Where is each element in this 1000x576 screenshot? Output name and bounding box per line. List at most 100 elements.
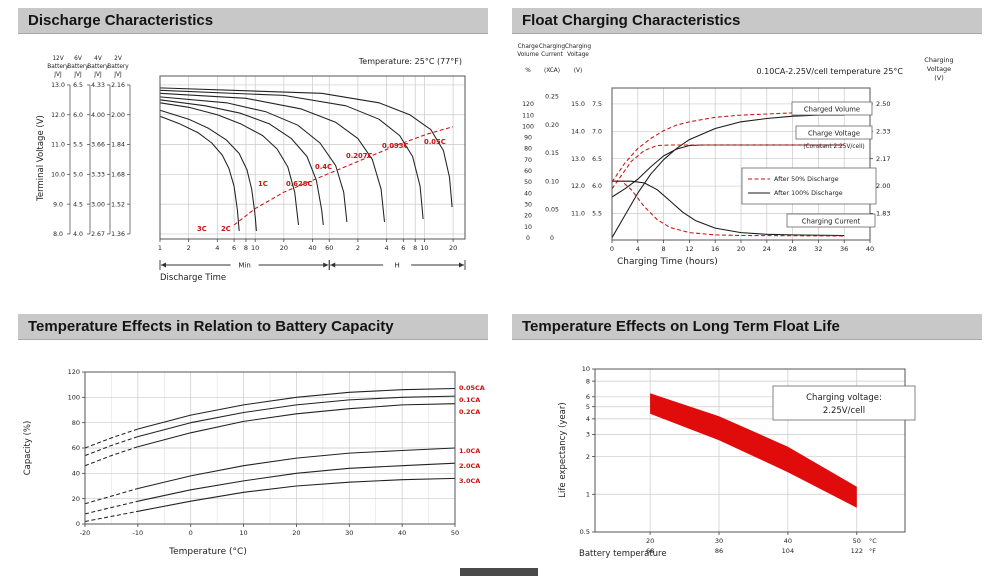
svg-text:2.25V/cell: 2.25V/cell (823, 406, 865, 416)
svg-text:JVJ: JVJ (93, 72, 102, 78)
svg-text:60: 60 (72, 444, 80, 452)
svg-text:3.66: 3.66 (91, 142, 105, 149)
svg-text:-20: -20 (80, 529, 91, 537)
svg-text:JVJ: JVJ (73, 72, 82, 78)
svg-text:4V: 4V (94, 56, 102, 62)
svg-text:3: 3 (586, 431, 590, 439)
svg-text:Temperature (°C): Temperature (°C) (168, 547, 247, 557)
float-charging-characteristics-chart: 0 4 8 12 16 20 24 28 32 36 40 2.50 2.33 2.17 2.00 1.83 C… (517, 44, 953, 267)
svg-text:60: 60 (325, 244, 333, 252)
svg-text:3.0CA: 3.0CA (459, 477, 480, 485)
svg-text:8: 8 (662, 245, 666, 253)
svg-text:(XCA): (XCA) (544, 68, 560, 74)
svg-text:6: 6 (586, 393, 590, 401)
svg-text:20: 20 (737, 245, 745, 253)
svg-text:(Constant 2.25V/cell): (Constant 2.25V/cell) (803, 144, 864, 150)
svg-text:50: 50 (524, 179, 532, 186)
svg-text:104: 104 (782, 547, 794, 555)
svg-text:1C: 1C (258, 180, 268, 188)
svg-text:Charging Current: Charging Current (802, 218, 861, 226)
svg-text:0.10: 0.10 (545, 178, 559, 185)
svg-text:0.5: 0.5 (580, 528, 590, 536)
svg-text:2.50: 2.50 (876, 100, 890, 108)
svg-text:7.0: 7.0 (592, 129, 602, 136)
svg-text:Voltage: Voltage (567, 52, 589, 58)
svg-text:0.20: 0.20 (545, 122, 559, 129)
svg-text:Discharge Time: Discharge Time (160, 273, 226, 283)
svg-text:28: 28 (788, 245, 796, 253)
svg-text:20: 20 (72, 495, 80, 503)
svg-text:30: 30 (715, 537, 723, 545)
svg-text:11.0: 11.0 (571, 211, 585, 218)
svg-text:0.05C: 0.05C (424, 138, 446, 146)
svg-text:1.52: 1.52 (111, 201, 125, 208)
svg-text:50: 50 (451, 529, 459, 537)
svg-text:13.0: 13.0 (571, 156, 585, 163)
discharge-characteristics-chart: 1 2 4 6 8 10 20 40 60 2 4 6 8 10 2012VBatteryJVJ13.012… (36, 56, 466, 283)
svg-text:3.33: 3.33 (91, 172, 105, 179)
section-title-text: Discharge Characteristics (28, 12, 214, 29)
svg-text:20: 20 (280, 244, 288, 252)
svg-text:4.00: 4.00 (91, 112, 105, 119)
svg-text:Battery temperature: Battery temperature (579, 549, 667, 559)
svg-text:0.10CA-2.25V/cell temperature: 0.10CA-2.25V/cell temperature 25°C (757, 67, 904, 76)
svg-text:2.17: 2.17 (876, 155, 890, 163)
svg-text:6: 6 (401, 244, 405, 252)
svg-text:6: 6 (232, 244, 236, 252)
svg-text:10: 10 (582, 365, 590, 373)
svg-text:Battery: Battery (87, 64, 109, 70)
svg-text:Current: Current (541, 52, 563, 58)
svg-text:0: 0 (76, 520, 80, 528)
svg-text:5.5: 5.5 (592, 211, 602, 218)
svg-text:70: 70 (524, 157, 532, 164)
svg-text:9.0: 9.0 (53, 201, 63, 208)
svg-text:8.0: 8.0 (53, 231, 63, 238)
svg-text:20: 20 (449, 244, 457, 252)
svg-text:6V: 6V (74, 56, 82, 62)
section-title-text: Temperature Effects on Long Term Float L… (522, 318, 840, 335)
svg-text:4: 4 (636, 245, 640, 253)
section-title-text: Float Charging Characteristics (522, 12, 741, 29)
svg-text:0.093C: 0.093C (382, 142, 409, 150)
svg-text:40: 40 (308, 244, 316, 252)
svg-text:20: 20 (524, 213, 532, 220)
svg-text:1.0CA: 1.0CA (459, 447, 480, 455)
svg-text:JVJ: JVJ (113, 72, 122, 78)
svg-text:2: 2 (187, 244, 191, 252)
svg-text:90: 90 (524, 135, 532, 142)
svg-text:0.2CA: 0.2CA (459, 408, 480, 416)
svg-text:40: 40 (866, 245, 874, 253)
svg-text:5.0: 5.0 (73, 172, 83, 179)
svg-text:%: % (525, 68, 531, 74)
svg-text:0: 0 (526, 235, 530, 242)
svg-text:4: 4 (215, 244, 219, 252)
section-title-text: Temperature Effects in Relation to Batte… (28, 318, 394, 335)
svg-text:16: 16 (711, 245, 719, 253)
svg-text:0.207C: 0.207C (346, 152, 373, 160)
svg-text:80: 80 (72, 419, 80, 427)
svg-text:°F: °F (869, 547, 876, 555)
svg-text:12.0: 12.0 (51, 112, 65, 119)
svg-text:4.5: 4.5 (73, 201, 83, 208)
svg-text:2.33: 2.33 (876, 128, 890, 136)
svg-text:120: 120 (68, 368, 80, 376)
svg-text:(V): (V) (574, 68, 583, 74)
svg-text:20: 20 (292, 529, 300, 537)
svg-text:JVJ: JVJ (53, 72, 62, 78)
svg-text:36: 36 (840, 245, 848, 253)
svg-text:After 100% Discharge: After 100% Discharge (774, 190, 843, 197)
svg-text:7.5: 7.5 (592, 101, 602, 108)
svg-text:2.00: 2.00 (876, 182, 890, 190)
svg-text:10: 10 (239, 529, 247, 537)
svg-text:14.0: 14.0 (571, 129, 585, 136)
page-footer-mark (460, 568, 538, 576)
svg-text:1.84: 1.84 (111, 142, 125, 149)
svg-text:Temperature: 25°C (77°F): Temperature: 25°C (77°F) (358, 57, 462, 66)
svg-text:Charging voltage:: Charging voltage: (806, 393, 882, 403)
svg-text:1.83: 1.83 (876, 210, 890, 218)
svg-text:0.4C: 0.4C (315, 163, 332, 171)
svg-text:10: 10 (251, 244, 259, 252)
svg-text:20: 20 (646, 537, 654, 545)
svg-text:Terminal Voltage (V): Terminal Voltage (V) (36, 115, 46, 202)
